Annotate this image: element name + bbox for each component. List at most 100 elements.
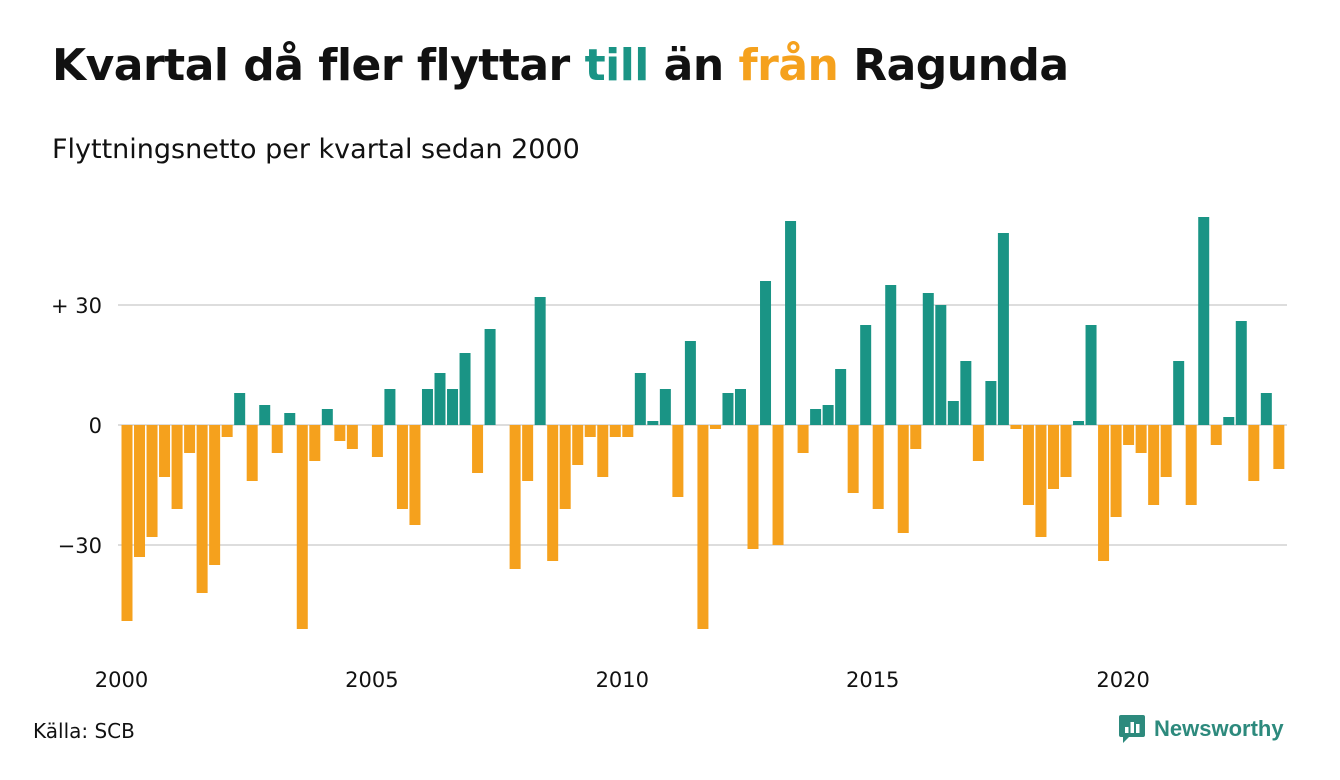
- bar: [484, 329, 496, 425]
- bar: [634, 373, 646, 425]
- bar: [284, 413, 296, 425]
- x-tick-label: 2020: [1096, 668, 1149, 692]
- bar: [547, 425, 559, 561]
- bar: [509, 425, 521, 569]
- bar: [1160, 425, 1172, 477]
- bar: [196, 425, 208, 593]
- bar: [1035, 425, 1047, 537]
- bars: [121, 217, 1285, 629]
- bar: [922, 293, 934, 425]
- bar: [772, 425, 784, 545]
- bar: [1098, 425, 1110, 561]
- bar: [334, 425, 346, 441]
- bar: [296, 425, 308, 629]
- bar: [321, 409, 333, 425]
- bar: [346, 425, 358, 449]
- bar: [785, 221, 797, 425]
- bar: [1110, 425, 1122, 517]
- x-axis-ticks: 2000 2005 2010 2015 2020: [95, 668, 1150, 692]
- bar: [134, 425, 146, 557]
- bar: [734, 389, 746, 425]
- bar: [1022, 425, 1034, 505]
- bar: [309, 425, 321, 461]
- bar: [421, 389, 433, 425]
- bar: [647, 421, 659, 425]
- bar: [659, 389, 671, 425]
- bar: [1085, 325, 1097, 425]
- bar: [1135, 425, 1147, 453]
- bar: [184, 425, 196, 453]
- bar: [609, 425, 621, 437]
- bar: [684, 341, 696, 425]
- bar: [797, 425, 809, 453]
- bar: [697, 425, 709, 629]
- bar: [434, 373, 446, 425]
- bar: [960, 361, 972, 425]
- bar: [897, 425, 909, 533]
- y-tick-label: + 30: [51, 294, 102, 318]
- bar: [972, 425, 984, 461]
- bar: [622, 425, 634, 437]
- newsworthy-logo-icon: [1119, 715, 1145, 743]
- bar: [872, 425, 884, 509]
- y-tick-label: −30: [58, 534, 102, 558]
- bar: [1073, 421, 1085, 425]
- bar: [246, 425, 258, 481]
- bar: [459, 353, 471, 425]
- source-note: Källa: SCB: [33, 719, 135, 743]
- bar: [259, 405, 271, 425]
- bar: [409, 425, 421, 525]
- bar: [910, 425, 922, 449]
- bar: [146, 425, 158, 537]
- bar: [522, 425, 534, 481]
- bar: [271, 425, 283, 453]
- bar: [1223, 417, 1235, 425]
- bar: [1185, 425, 1197, 505]
- bar: [559, 425, 571, 509]
- bar: [221, 425, 233, 437]
- bar: [1047, 425, 1059, 489]
- bar: [371, 425, 383, 457]
- bar: [159, 425, 171, 477]
- bar: [1248, 425, 1260, 481]
- title-highlight-out: från: [738, 40, 839, 91]
- bar: [1148, 425, 1160, 505]
- bar: [847, 425, 859, 493]
- y-axis-ticks: + 30 0 −30: [51, 294, 102, 558]
- bar: [835, 369, 847, 425]
- bar: [747, 425, 759, 549]
- bar: [1273, 425, 1285, 469]
- bar: [572, 425, 584, 465]
- bar: [822, 405, 834, 425]
- bar: [810, 409, 822, 425]
- bar: [672, 425, 684, 497]
- bar: [722, 393, 734, 425]
- bar: [234, 393, 246, 425]
- bar: [597, 425, 609, 477]
- bar: [760, 281, 772, 425]
- bar: [447, 389, 459, 425]
- bar: [1060, 425, 1072, 477]
- bar: [1198, 217, 1210, 425]
- chart-title: Kvartal då fler flyttar till än från Rag…: [52, 40, 1069, 91]
- chart-subtitle: Flyttningsnetto per kvartal sedan 2000: [52, 134, 580, 165]
- bar: [1260, 393, 1272, 425]
- bar: [947, 401, 959, 425]
- bar: [1210, 425, 1222, 445]
- y-tick-label: 0: [89, 414, 102, 438]
- x-tick-label: 2000: [95, 668, 148, 692]
- bar: [885, 285, 897, 425]
- bar: [997, 233, 1009, 425]
- bar: [121, 425, 133, 621]
- bar: [534, 297, 546, 425]
- x-tick-label: 2015: [846, 668, 899, 692]
- bar: [1235, 321, 1247, 425]
- newsworthy-logo: Newsworthy: [1118, 714, 1284, 744]
- bar: [584, 425, 596, 437]
- bar: [384, 389, 396, 425]
- bar: [472, 425, 484, 473]
- bar: [860, 325, 872, 425]
- bar: [709, 425, 721, 429]
- bar: [209, 425, 221, 565]
- bar-chart: + 30 0 −30 2000 2005 2010 2015 2020: [51, 217, 1287, 692]
